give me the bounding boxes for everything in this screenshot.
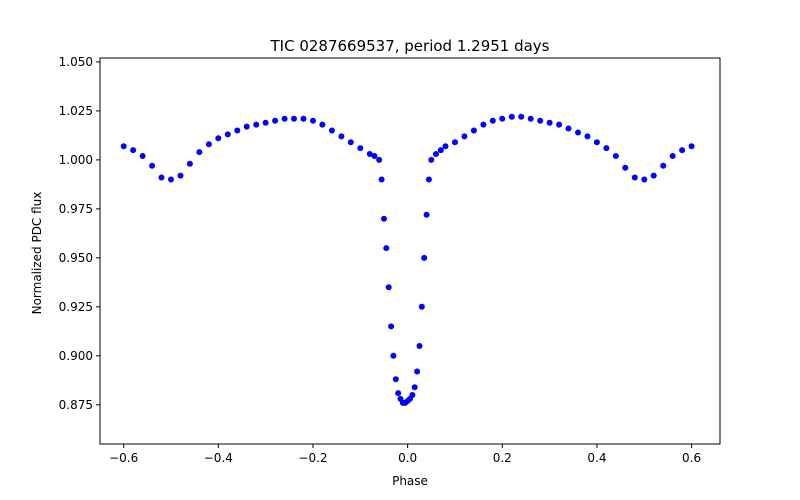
data-point: [234, 127, 241, 134]
data-point: [310, 117, 316, 124]
data-point: [452, 139, 458, 146]
data-point: [508, 113, 515, 120]
data-point: [421, 254, 428, 261]
data-point: [565, 125, 572, 132]
data-points: [120, 113, 695, 406]
y-tick-label: 1.025: [59, 104, 93, 118]
data-point: [139, 153, 146, 159]
x-tick-label: −0.4: [204, 451, 233, 465]
y-axis-title: Normalized PDC flux: [30, 192, 44, 315]
data-point: [371, 153, 378, 159]
y-tick-label: 0.875: [59, 398, 93, 412]
x-tick-label: 0.6: [682, 451, 701, 465]
data-point: [679, 147, 686, 154]
data-point: [383, 245, 390, 252]
data-point: [669, 153, 676, 159]
x-axis-title: Phase: [392, 474, 428, 488]
x-tick-label: 0.4: [587, 451, 606, 465]
data-point: [461, 133, 468, 140]
data-point: [622, 164, 629, 171]
data-point: [489, 117, 496, 124]
data-point: [243, 123, 250, 130]
x-tick-label: 0.2: [493, 451, 512, 465]
data-point: [395, 390, 402, 397]
data-point: [428, 156, 435, 163]
data-point: [262, 119, 269, 126]
data-point: [575, 129, 581, 136]
y-tick-label: 1.000: [59, 153, 93, 167]
data-point: [414, 368, 421, 375]
data-point: [205, 141, 212, 148]
data-point: [437, 147, 444, 154]
data-point: [480, 121, 487, 128]
y-tick-label: 0.900: [59, 349, 93, 363]
data-point: [388, 323, 395, 330]
data-point: [603, 145, 610, 152]
data-point: [660, 162, 667, 169]
data-point: [168, 176, 174, 183]
y-axis-ticks: 0.875 0.900 0.925 0.950 0.975 1.000 1.025 1.050: [59, 55, 100, 412]
data-point: [631, 174, 638, 181]
y-tick-label: 0.950: [59, 251, 93, 265]
chart-title: TIC 0287669537, period 1.2951 days: [269, 37, 549, 55]
data-point: [470, 127, 477, 134]
data-point: [376, 156, 383, 163]
data-point: [291, 115, 297, 122]
data-point: [650, 172, 657, 179]
y-tick-label: 0.925: [59, 300, 93, 314]
data-point: [423, 211, 430, 218]
data-point: [357, 145, 364, 152]
data-point: [158, 174, 165, 181]
data-point: [120, 143, 127, 150]
x-tick-label: −0.6: [109, 451, 138, 465]
data-point: [281, 115, 288, 122]
data-point: [366, 151, 373, 157]
x-tick-label: −0.2: [298, 451, 327, 465]
data-point: [149, 162, 156, 169]
y-tick-label: 1.050: [59, 55, 93, 69]
data-point: [300, 115, 307, 122]
data-point: [347, 139, 354, 146]
data-point: [272, 117, 279, 124]
data-point: [612, 153, 619, 159]
data-point: [418, 303, 425, 310]
data-point: [409, 392, 416, 398]
x-axis-ticks: −0.6 −0.4 −0.2 0.0 0.2 0.4 0.6: [109, 444, 701, 465]
data-point: [196, 149, 203, 156]
data-point: [556, 121, 563, 128]
data-point: [130, 147, 137, 154]
data-point: [593, 139, 600, 146]
data-point: [385, 284, 392, 291]
data-point: [546, 119, 553, 126]
data-point: [411, 384, 418, 391]
data-point: [177, 172, 184, 179]
data-point: [527, 115, 534, 122]
data-point: [433, 151, 439, 157]
data-point: [688, 143, 695, 150]
data-point: [537, 117, 544, 124]
data-point: [328, 127, 335, 134]
data-point: [392, 376, 399, 383]
x-tick-label: 0.0: [398, 451, 417, 465]
data-point: [338, 133, 345, 140]
data-point: [641, 176, 648, 183]
data-point: [416, 343, 423, 349]
data-point: [319, 121, 326, 128]
data-point: [390, 352, 397, 359]
data-point: [499, 115, 506, 122]
data-point: [253, 121, 260, 128]
y-tick-label: 0.975: [59, 202, 93, 216]
data-point: [381, 215, 387, 222]
plot-area-frame: [99, 57, 721, 445]
data-point: [224, 131, 231, 138]
data-point: [584, 133, 591, 140]
data-point: [518, 113, 525, 120]
data-point: [425, 176, 432, 183]
data-point: [378, 176, 385, 183]
data-point: [442, 143, 449, 150]
data-point: [186, 160, 193, 167]
data-point: [215, 135, 222, 142]
